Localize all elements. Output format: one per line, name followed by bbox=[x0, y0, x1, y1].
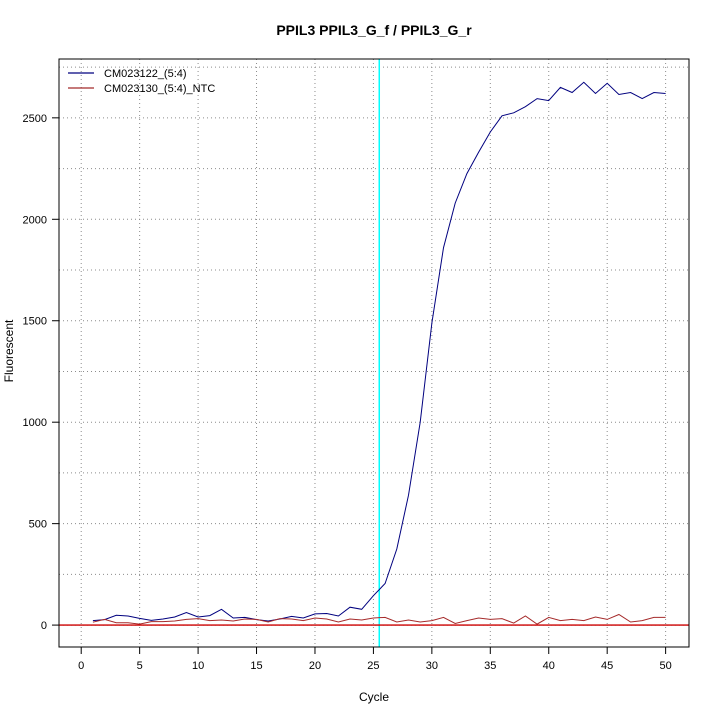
chart-title: PPIL3 PPIL3_G_f / PPIL3_G_r bbox=[276, 22, 472, 38]
x-tick-label: 45 bbox=[601, 660, 613, 672]
y-tick-label: 2000 bbox=[23, 214, 47, 226]
legend-label-series2: CM023130_(5:4)_NTC bbox=[104, 83, 215, 95]
series-line-2 bbox=[92, 613, 666, 625]
series-lines bbox=[59, 81, 689, 626]
x-tick-label: 15 bbox=[250, 660, 262, 672]
y-tick-label: 1500 bbox=[23, 316, 47, 328]
x-tick-label: 35 bbox=[484, 660, 496, 672]
y-axis-label: Fluorescent bbox=[2, 319, 16, 382]
x-tick-label: 0 bbox=[78, 660, 84, 672]
x-tick-label: 10 bbox=[192, 660, 204, 672]
x-tick-label: 5 bbox=[137, 660, 143, 672]
legend-label-series1: CM023122_(5:4) bbox=[104, 68, 187, 80]
grid-lines bbox=[59, 59, 689, 647]
legend: CM023122_(5:4) CM023130_(5:4)_NTC bbox=[68, 68, 215, 95]
y-tick-label: 0 bbox=[41, 620, 47, 632]
x-tick-label: 20 bbox=[309, 660, 321, 672]
x-axis: 0 5 10 15 20 25 30 35 40 45 50 bbox=[78, 646, 672, 672]
series-line-1 bbox=[92, 81, 666, 622]
x-tick-label: 50 bbox=[659, 660, 671, 672]
x-tick-label: 25 bbox=[367, 660, 379, 672]
y-axis: 0 500 1000 1500 2000 2500 bbox=[23, 113, 60, 632]
x-tick-label: 40 bbox=[543, 660, 555, 672]
y-tick-label: 1000 bbox=[23, 417, 47, 429]
x-tick-label: 30 bbox=[426, 660, 438, 672]
y-tick-label: 500 bbox=[29, 519, 47, 531]
y-tick-label: 2500 bbox=[23, 113, 47, 125]
x-axis-label: Cycle bbox=[359, 690, 389, 704]
